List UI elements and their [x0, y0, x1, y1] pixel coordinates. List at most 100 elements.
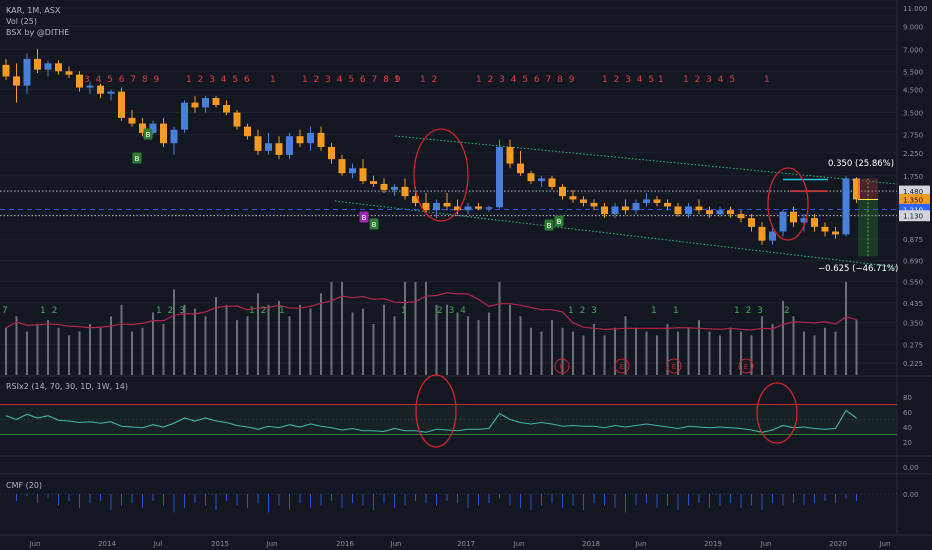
candle-body — [485, 207, 493, 209]
price-tick-label: 0.225 — [903, 360, 923, 368]
candle-body — [118, 91, 125, 118]
time-tick-label: 2019 — [704, 540, 722, 548]
volume-bar — [750, 335, 753, 375]
rsi-line — [5, 409, 857, 433]
volume-bar — [477, 320, 480, 375]
cmf-bar — [110, 494, 112, 511]
candle-body — [674, 206, 682, 215]
cmf-bar — [740, 494, 742, 508]
candle-body — [286, 136, 293, 155]
earnings-label: E — [620, 363, 624, 371]
highlight-ellipse — [415, 374, 457, 448]
price-label-box — [899, 193, 930, 205]
sequence-count-green: 1 2 3 — [568, 306, 598, 316]
time-tick-label: Jun — [29, 540, 41, 548]
cmf-bar — [194, 494, 196, 504]
sequence-count-red: 1 — [764, 75, 771, 85]
volume-bar — [425, 282, 427, 375]
horizontal-levels — [0, 178, 897, 217]
price-label-text: 1.350 — [903, 196, 923, 204]
price-label-text: 1.130 — [903, 213, 923, 221]
volume-bar — [299, 304, 301, 375]
volume-bar — [5, 327, 7, 375]
candle-body — [65, 71, 73, 75]
candle-body — [790, 211, 797, 223]
cmf-bar — [572, 494, 574, 506]
candle-body — [338, 159, 346, 174]
volume-ma-line — [5, 292, 857, 331]
candle-body — [380, 183, 388, 190]
cmf-bar — [383, 494, 385, 504]
volume-bar — [677, 331, 679, 375]
volume-bar — [393, 316, 396, 375]
cmf-bar — [37, 494, 38, 504]
sequence-count-green: 2 3 4 — [437, 306, 467, 316]
cmf-bar — [247, 494, 248, 508]
cmf-bar — [16, 494, 17, 501]
price-tick-label: 7.000 — [903, 46, 923, 54]
cmf-bar — [415, 494, 416, 501]
volume-bar — [635, 327, 637, 375]
volume-bars — [5, 282, 858, 375]
sequence-count-red: 1 2 3 4 5 6 7 8 9 — [476, 75, 576, 85]
volume-bar — [624, 316, 627, 375]
cmf-bar — [719, 494, 721, 506]
bsx-indicator-label: BSX by @DITHE — [6, 28, 69, 37]
cmf-bar — [509, 494, 511, 506]
volume-bar — [582, 335, 585, 375]
candle-body — [55, 63, 62, 72]
cmf-indicator-label: CMF (20) — [6, 481, 42, 490]
earnings-marker — [666, 358, 682, 374]
candle-body — [328, 146, 335, 160]
cmf-bar — [478, 494, 479, 506]
price-tick-label: 0.875 — [903, 236, 923, 244]
volume-bar — [194, 308, 196, 375]
candle-body — [265, 143, 272, 151]
cmf-bar — [341, 494, 343, 508]
projection-upside-zone — [858, 178, 878, 200]
volume-bar — [834, 331, 837, 375]
candle-body — [758, 226, 766, 241]
rsi-indicator-label: RSIx2 (14, 70, 30, 1D, 1W, 14) — [6, 382, 128, 391]
volume-bar — [845, 282, 847, 375]
volume-bar — [614, 327, 616, 375]
cmf-bar — [730, 494, 731, 504]
cmf-bar — [320, 494, 322, 506]
candle-body — [86, 85, 94, 88]
candle-body — [664, 202, 671, 207]
cmf-bar — [761, 494, 763, 511]
candle-body — [811, 218, 818, 227]
volume-bar — [729, 327, 732, 375]
volume-bar — [519, 316, 522, 375]
volume-bar — [666, 323, 669, 375]
earnings-label: E — [672, 363, 676, 371]
candle-body — [716, 210, 724, 215]
volume-bar — [267, 304, 270, 375]
sequence-count-red: 3 4 5 6 7 8 9 — [84, 75, 161, 85]
price-label-text: 1.480 — [903, 188, 923, 196]
volume-bar — [792, 316, 795, 375]
time-tick-label: 2018 — [582, 540, 600, 548]
volume-bar — [110, 316, 112, 375]
cmf-bar — [646, 494, 647, 504]
candle-body — [842, 178, 850, 235]
candle-body — [23, 58, 31, 86]
buy-signal-label: B — [135, 155, 140, 163]
cmf-bar — [667, 494, 668, 506]
symbol-label: KAR, 1M, ASX — [6, 6, 61, 15]
candle-body — [160, 123, 167, 144]
cmf-bar — [488, 494, 490, 504]
sequence-count-green: 1 — [279, 306, 286, 316]
candle-body — [622, 206, 629, 211]
cmf-bar — [268, 494, 269, 513]
volume-bar — [855, 320, 858, 375]
earnings-label: E — [744, 363, 748, 371]
candle-body — [370, 181, 377, 184]
volume-bar — [372, 323, 375, 375]
volume-bar — [320, 293, 322, 375]
rsi-panel — [0, 404, 897, 435]
earnings-marker — [738, 358, 754, 374]
cmf-bar — [362, 494, 364, 506]
price-tick-label: 0.350 — [903, 320, 923, 328]
